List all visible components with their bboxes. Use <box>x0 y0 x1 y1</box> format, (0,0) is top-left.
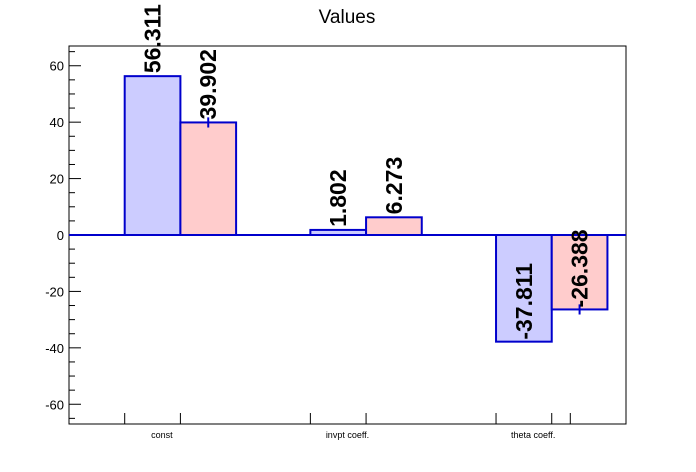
chart-title: Values <box>319 7 376 28</box>
data-labels: 56.311 1.802 -37.811 39.902 6.273 -26.388 <box>140 4 593 340</box>
bar <box>179 121 238 236</box>
x-category-label: invpt coeff. <box>326 430 369 440</box>
bar-series <box>69 75 626 343</box>
bar <box>550 234 609 311</box>
bar <box>123 75 182 236</box>
bar-value-label: -26.388 <box>567 229 593 307</box>
axis-ticks: -60 -40 -20 0 20 40 60 const invpt coeff. theta c… <box>45 51 571 440</box>
bar-value-label: 56.311 <box>140 4 166 73</box>
bar-value-label: -37.811 <box>511 263 537 340</box>
y-tick-label: -20 <box>45 284 64 299</box>
x-category-label: theta coeff. <box>511 430 555 440</box>
x-category-label: const <box>151 430 173 440</box>
bar <box>365 216 423 236</box>
bar-value-label: 39.902 <box>195 49 221 119</box>
y-tick-label: -60 <box>45 397 64 412</box>
y-tick-label: 40 <box>50 115 64 130</box>
y-tick-label: 60 <box>50 59 64 74</box>
bar-value-label: 1.802 <box>325 169 351 227</box>
y-tick-label: 20 <box>50 172 64 187</box>
y-tick-label: -40 <box>45 341 64 356</box>
y-tick-label: 0 <box>57 228 64 243</box>
bar-value-label: 6.273 <box>381 157 407 215</box>
